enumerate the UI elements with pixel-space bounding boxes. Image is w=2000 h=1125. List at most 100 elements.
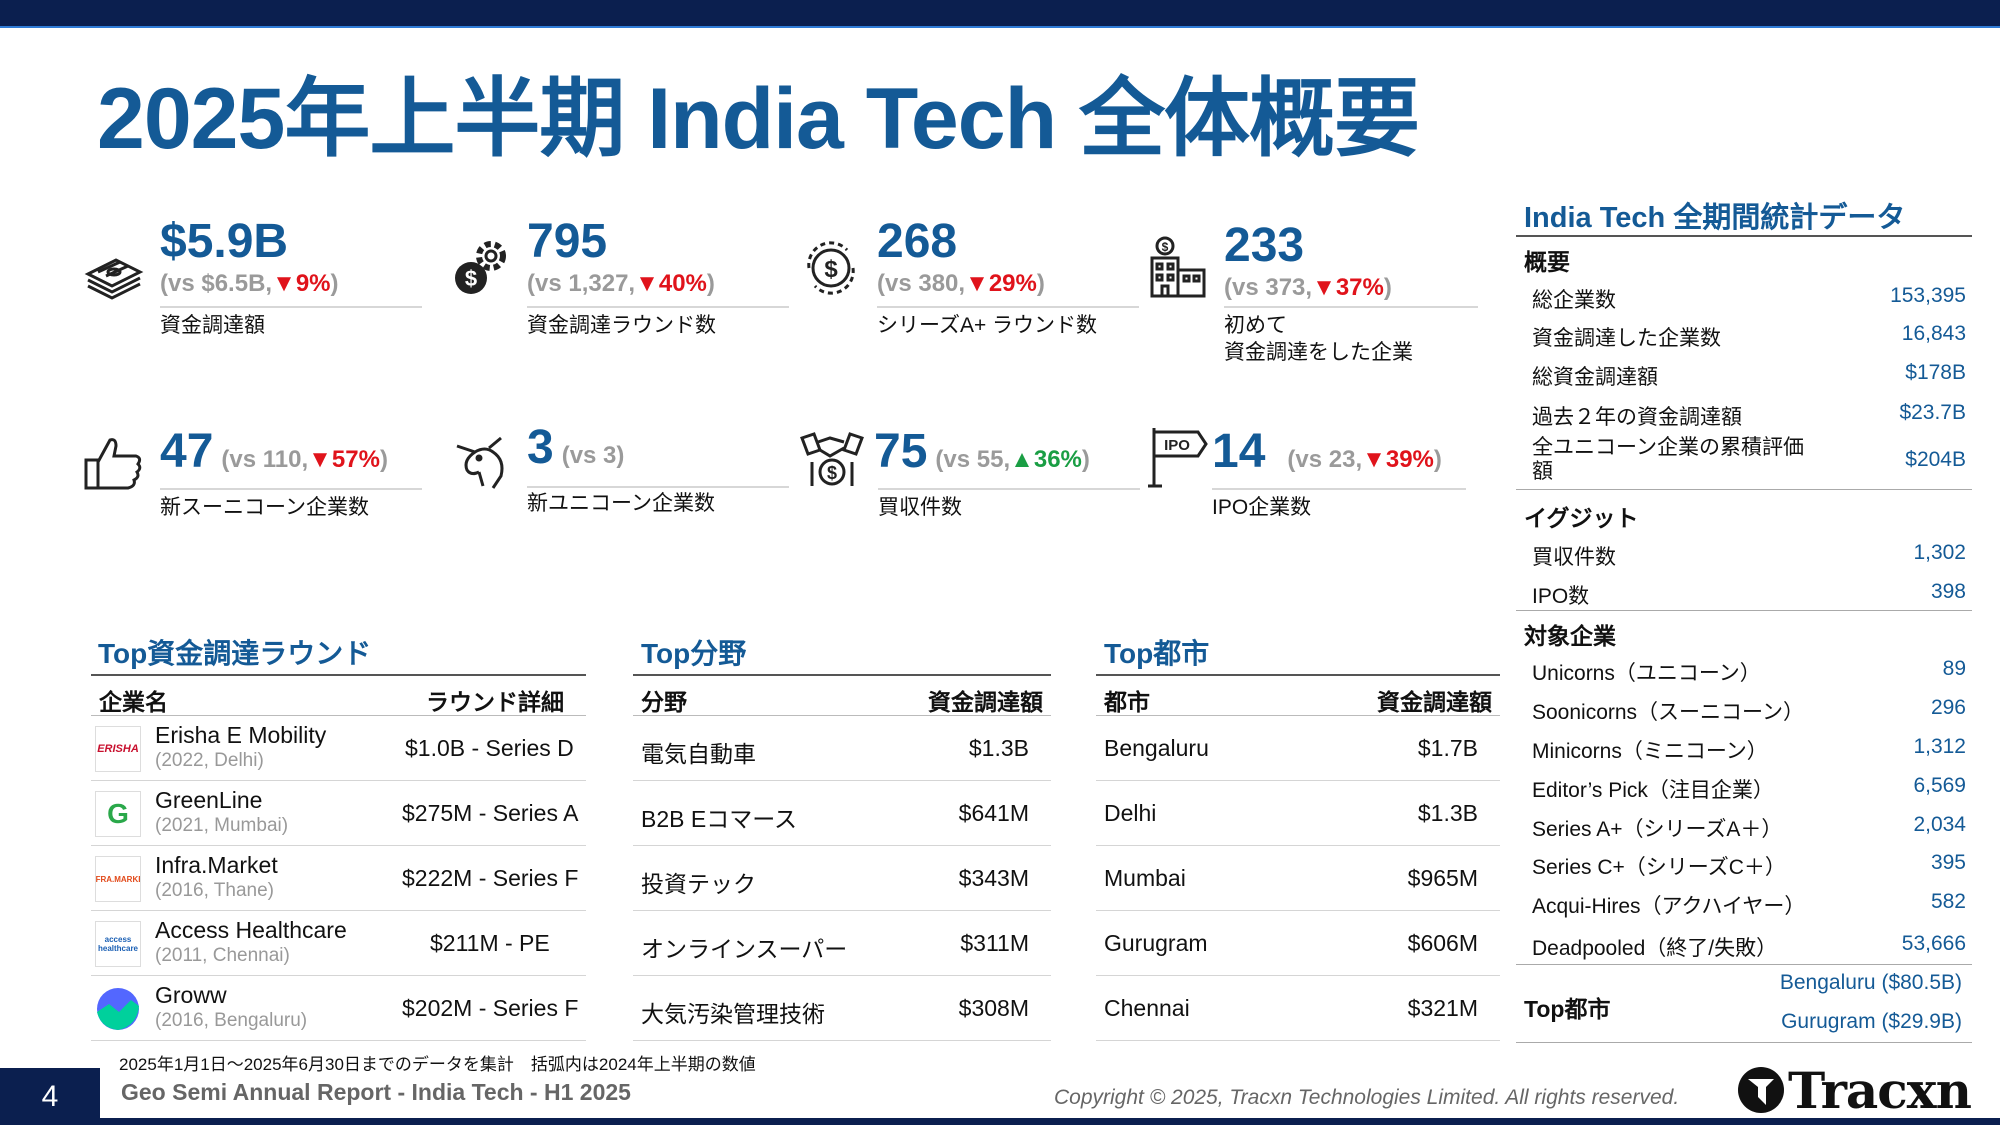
kpi-label: IPO企業数 bbox=[1212, 496, 1312, 519]
kpi-value: 795 bbox=[527, 215, 608, 268]
stats-row: Series C+（シリーズC＋） 395 bbox=[1532, 851, 1966, 879]
tracxn-mark-icon bbox=[1738, 1067, 1784, 1113]
company-name: Access Healthcare bbox=[155, 917, 347, 943]
table-row[interactable]: Mumbai $965M bbox=[1096, 846, 1500, 911]
sector-funding: $308M bbox=[958, 995, 1029, 1021]
kpi-label: 買収件数 bbox=[878, 496, 962, 519]
kpi-ipos: IPO 14 (vs 23,▼39%) IPO企業数 bbox=[1146, 424, 1486, 574]
page-title: 2025年上半期 India Tech 全体概要 bbox=[97, 71, 1420, 167]
table-row[interactable]: INFRA.MARKET Infra.Market (2016, Thane) … bbox=[91, 846, 586, 911]
sector-name: 大気汚染管理技術 bbox=[641, 1001, 825, 1027]
table-row[interactable]: Chennai $321M bbox=[1096, 976, 1500, 1041]
city-name: Delhi bbox=[1104, 800, 1157, 826]
sector-name: 電気自動車 bbox=[641, 741, 756, 767]
svg-text:$: $ bbox=[465, 266, 477, 291]
gear-dollar-icon: $ bbox=[449, 236, 513, 300]
stats-row: Acqui-Hires（アクハイヤー） 582 bbox=[1532, 890, 1966, 918]
table-row[interactable]: G GreenLine (2021, Mumbai) $275M - Serie… bbox=[91, 781, 586, 846]
dollar-cycle-icon: $ bbox=[799, 236, 863, 300]
company-detail: (2016, Bengaluru) bbox=[155, 1010, 308, 1031]
table-header: 分野 資金調達額 bbox=[633, 676, 1051, 716]
unicorn-icon bbox=[449, 430, 513, 494]
company-name: Groww bbox=[155, 982, 227, 1008]
company-logo: access healthcare bbox=[95, 921, 141, 967]
stats-divider bbox=[1516, 610, 1972, 611]
tracxn-logo: Tracxn bbox=[1736, 1061, 1972, 1120]
top-rounds-table: 企業名 ラウンド詳細 ERISHA Erisha E Mobility (202… bbox=[91, 674, 586, 1041]
column-header-company: 企業名 bbox=[99, 689, 168, 715]
kpi-comparison: (vs 373,▼37%) bbox=[1224, 274, 1392, 301]
sector-name: 投資テック bbox=[641, 871, 756, 897]
sector-funding: $1.3B bbox=[968, 735, 1029, 761]
report-name: Geo Semi Annual Report - India Tech - H1… bbox=[121, 1079, 631, 1105]
stats-row: IPO数 398 bbox=[1532, 580, 1966, 608]
stats-divider bbox=[1516, 1042, 1972, 1043]
table-top-rule bbox=[91, 674, 586, 676]
stats-top-city: Bengaluru ($80.5B) bbox=[1779, 971, 1962, 994]
company-detail: (2016, Thane) bbox=[155, 880, 275, 901]
table-row[interactable]: 投資テック $343M bbox=[633, 846, 1051, 911]
kpi-funding-rounds: $ 795 (vs 1,327,▼40%) 資金調達ラウンド数 bbox=[449, 214, 789, 364]
kpi-series-a-rounds: $ 268 (vs 380,▼29%) シリーズA+ ラウンド数 bbox=[799, 214, 1139, 364]
kpi-label: 初めて 資金調達をした企業 bbox=[1224, 314, 1413, 364]
round-detail: $222M - Series F bbox=[402, 865, 579, 891]
stats-row: Deadpooled（終了/失敗） 53,666 bbox=[1532, 932, 1966, 960]
kpi-divider bbox=[877, 306, 1139, 308]
table-row[interactable]: Delhi $1.3B bbox=[1096, 781, 1500, 846]
table-row[interactable]: B2B Eコマース $641M bbox=[633, 781, 1051, 846]
stats-row: 買収件数 1,302 bbox=[1532, 541, 1966, 569]
stats-row: 総企業数 153,395 bbox=[1532, 284, 1966, 312]
stats-title-rule bbox=[1516, 235, 1972, 237]
kpi-comparison: (vs 55,▲36%) bbox=[935, 446, 1090, 473]
kpi-label: 新スーニコーン企業数 bbox=[160, 496, 369, 519]
company-logo: ERISHA bbox=[95, 726, 141, 772]
stats-section-top-cities: Top都市 bbox=[1524, 996, 1611, 1022]
sector-funding: $343M bbox=[958, 865, 1029, 891]
table-row[interactable]: Gurugram $606M bbox=[1096, 911, 1500, 976]
table-top-rule bbox=[633, 674, 1051, 676]
top-banner bbox=[0, 0, 2000, 26]
table-row[interactable]: Bengaluru $1.7B bbox=[1096, 716, 1500, 781]
round-detail: $1.0B - Series D bbox=[405, 735, 574, 761]
stats-row: Soonicorns（スーニコーン） 296 bbox=[1532, 696, 1966, 724]
top-rounds-title: Top資金調達ラウンド bbox=[98, 638, 372, 669]
city-funding: $321M bbox=[1407, 995, 1478, 1021]
table-row[interactable]: オンラインスーパー $311M bbox=[633, 911, 1051, 976]
round-detail: $275M - Series A bbox=[402, 800, 579, 826]
top-sectors-table: 分野 資金調達額 電気自動車 $1.3B B2B Eコマース $641M 投資テック… bbox=[633, 674, 1051, 1041]
kpi-comparison: (vs 1,327,▼40%) bbox=[527, 270, 715, 297]
bottom-banner bbox=[0, 1118, 2000, 1125]
column-header-funding: 資金調達額 bbox=[1377, 689, 1492, 715]
kpi-value: 14 bbox=[1212, 425, 1266, 478]
city-name: Gurugram bbox=[1104, 930, 1208, 956]
kpi-divider bbox=[527, 486, 789, 488]
sector-name: オンラインスーパー bbox=[641, 936, 848, 962]
kpi-comparison: (vs 110,▼57%) bbox=[221, 446, 388, 473]
column-header-city: 都市 bbox=[1104, 689, 1150, 715]
kpi-label: シリーズA+ ラウンド数 bbox=[877, 314, 1098, 337]
kpi-new-unicorns: 3 (vs 3) 新ユニコーン企業数 bbox=[449, 420, 789, 570]
table-row[interactable]: 大気汚染管理技術 $308M bbox=[633, 976, 1051, 1041]
round-detail: $211M - PE bbox=[430, 930, 550, 956]
kpi-comparison: (vs 23,▼39%) bbox=[1287, 446, 1442, 473]
table-row[interactable]: access healthcare Access Healthcare (201… bbox=[91, 911, 586, 976]
table-row[interactable]: 電気自動車 $1.3B bbox=[633, 716, 1051, 781]
stats-row: 全ユニコーン企業の累積評価額 $204B bbox=[1532, 436, 1966, 483]
copyright-notice: Copyright © 2025, Tracxn Technologies Li… bbox=[1054, 1086, 1680, 1109]
kpi-label: 資金調達ラウンド数 bbox=[527, 314, 716, 337]
column-header-round: ラウンド詳細 bbox=[426, 689, 564, 715]
kpi-divider bbox=[1224, 306, 1478, 308]
city-name: Chennai bbox=[1104, 995, 1190, 1021]
kpi-funding-amount: $5.9B (vs $6.5B,▼9%) 資金調達額 bbox=[82, 214, 422, 364]
svg-text:$: $ bbox=[1162, 240, 1169, 254]
stats-row: 資金調達した企業数 16,843 bbox=[1532, 322, 1966, 350]
svg-text:$: $ bbox=[824, 256, 838, 283]
table-row[interactable]: ERISHA Erisha E Mobility (2022, Delhi) $… bbox=[91, 716, 586, 781]
table-row[interactable]: Groww (2016, Bengaluru) $202M - Series F bbox=[91, 976, 586, 1041]
sector-funding: $311M bbox=[960, 930, 1029, 956]
round-detail: $202M - Series F bbox=[402, 995, 579, 1021]
kpi-divider bbox=[527, 306, 789, 308]
kpi-value: 233 bbox=[1224, 219, 1305, 272]
stats-divider bbox=[1516, 489, 1972, 490]
table-top-rule bbox=[1096, 674, 1500, 676]
